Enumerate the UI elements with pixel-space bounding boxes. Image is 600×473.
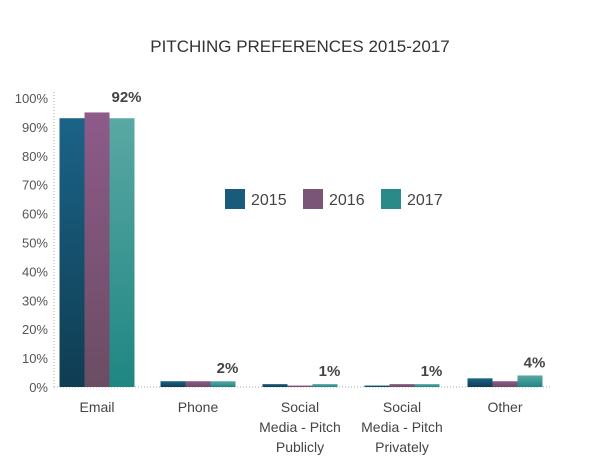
y-tick-label: 30%: [22, 293, 48, 308]
data-label: 92%: [111, 89, 141, 106]
bar-2015: [467, 378, 493, 387]
data-label: 4%: [524, 354, 546, 371]
y-tick-label: 40%: [22, 264, 48, 279]
legend-label: 2016: [329, 192, 365, 209]
bar-2016: [84, 112, 110, 387]
bar-2015: [59, 118, 85, 387]
bar-2015: [160, 381, 186, 387]
legend-label: 2015: [251, 192, 287, 209]
y-tick-label: 100%: [15, 91, 49, 106]
y-tick-label: 70%: [22, 178, 48, 193]
x-tick-label: Other: [487, 399, 522, 415]
bar-2017: [517, 375, 543, 387]
x-tick-label: Publicly: [276, 439, 324, 455]
chart-title: PITCHING PREFERENCES 2015-2017: [150, 37, 450, 56]
y-tick-label: 60%: [22, 207, 48, 222]
legend-label: 2017: [407, 192, 443, 209]
x-tick-label: Social: [281, 399, 319, 415]
bar-2016: [287, 385, 313, 387]
data-label: 1%: [421, 363, 443, 380]
bar-2016: [185, 381, 211, 387]
x-tick-label: Email: [79, 399, 114, 415]
bar-2016: [492, 381, 518, 387]
bar-2017: [414, 384, 440, 387]
legend-swatch-2017: [381, 189, 401, 209]
data-label: 1%: [319, 363, 341, 380]
y-tick-label: 10%: [22, 351, 48, 366]
y-tick-label: 50%: [22, 236, 48, 251]
data-label: 2%: [217, 360, 239, 377]
bar-2017: [109, 118, 135, 387]
bar-2015: [262, 384, 288, 387]
y-tick-label: 20%: [22, 322, 48, 337]
x-tick-label: Privately: [375, 439, 429, 455]
y-tick-label: 80%: [22, 149, 48, 164]
x-tick-label: Media - Pitch: [361, 419, 443, 435]
legend-swatch-2016: [303, 189, 323, 209]
x-tick-label: Social: [383, 399, 421, 415]
bar-2017: [312, 384, 338, 387]
legend-swatch-2015: [225, 189, 245, 209]
bar-2015: [364, 385, 390, 387]
x-tick-label: Media - Pitch: [259, 419, 341, 435]
y-tick-label: 0%: [29, 380, 48, 395]
x-tick-label: Phone: [178, 399, 219, 415]
y-tick-label: 90%: [22, 120, 48, 135]
bar-2017: [210, 381, 236, 387]
bar-2016: [389, 384, 415, 387]
